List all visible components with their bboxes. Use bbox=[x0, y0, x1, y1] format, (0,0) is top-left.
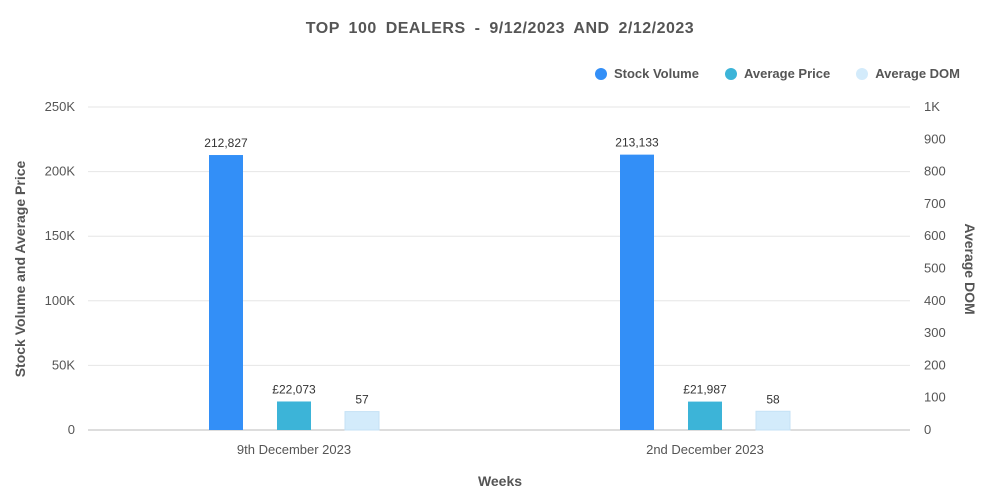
legend-item-stock-volume[interactable]: Stock Volume bbox=[594, 66, 699, 81]
x-axis-title: Weeks bbox=[478, 473, 522, 489]
y-right-tick-label: 600 bbox=[924, 228, 946, 243]
y-right-tick-label: 0 bbox=[924, 422, 931, 437]
y-right-tick-label: 100 bbox=[924, 390, 946, 405]
x-tick-label: 9th December 2023 bbox=[237, 442, 351, 457]
bars bbox=[209, 154, 791, 431]
legend-item-average-dom[interactable]: Average DOM bbox=[856, 66, 960, 81]
y-left-tick-label: 50K bbox=[52, 357, 75, 372]
y-left-tick-label: 100K bbox=[45, 293, 76, 308]
legend-swatch-average-dom bbox=[856, 67, 869, 80]
x-tick-label: 2nd December 2023 bbox=[646, 442, 764, 457]
legend-label-average-price: Average Price bbox=[743, 66, 831, 81]
y-right-tick-label: 200 bbox=[924, 357, 946, 372]
bar-average-price[interactable] bbox=[688, 401, 722, 430]
bar-average-dom[interactable] bbox=[344, 411, 380, 431]
chart-title: TOP 100 DEALERS - 9/12/2023 AND 2/12/202… bbox=[305, 20, 695, 37]
bar-stock-volume[interactable] bbox=[620, 154, 654, 431]
y-axis-right-title: Average DOM bbox=[962, 223, 978, 314]
data-label: 212,827 bbox=[204, 136, 248, 150]
legend-label-average-dom: Average DOM bbox=[875, 66, 960, 81]
axis-ticks: 0 50K 100K 150K 200K 250K 0 100 200 300 400 500 600 7… bbox=[45, 99, 946, 457]
legend-item-average-price[interactable]: Average Price bbox=[724, 66, 831, 81]
y-right-tick-label: 700 bbox=[924, 196, 946, 211]
data-label: 213,133 bbox=[615, 136, 659, 150]
y-right-tick-label: 400 bbox=[924, 293, 946, 308]
bar-average-price[interactable] bbox=[277, 401, 311, 430]
y-left-tick-label: 0 bbox=[68, 422, 75, 437]
y-right-tick-label: 800 bbox=[924, 164, 946, 179]
data-label: 58 bbox=[766, 392, 780, 406]
legend-label-stock-volume: Stock Volume bbox=[613, 66, 699, 81]
bar-stock-volume[interactable] bbox=[209, 155, 243, 430]
legend: Stock Volume Average Price Average DOM bbox=[594, 66, 960, 81]
y-left-tick-label: 250K bbox=[45, 99, 76, 114]
y-axis-left-title: Stock Volume and Average Price bbox=[12, 161, 28, 378]
bar-average-dom[interactable] bbox=[755, 410, 791, 431]
data-label: £22,073 bbox=[272, 382, 316, 396]
data-labels: 212,827 £22,073 57 213,133 £21,987 58 bbox=[204, 136, 780, 407]
y-right-tick-label: 1K bbox=[924, 99, 940, 114]
data-label: £21,987 bbox=[683, 383, 727, 397]
y-right-tick-label: 900 bbox=[924, 131, 946, 146]
y-left-tick-label: 200K bbox=[45, 164, 76, 179]
y-left-tick-label: 150K bbox=[45, 228, 76, 243]
data-label: 57 bbox=[355, 393, 369, 407]
legend-swatch-stock-volume bbox=[594, 67, 607, 80]
y-right-tick-label: 300 bbox=[924, 325, 946, 340]
legend-swatch-average-price bbox=[724, 67, 737, 80]
y-right-tick-label: 500 bbox=[924, 261, 946, 276]
